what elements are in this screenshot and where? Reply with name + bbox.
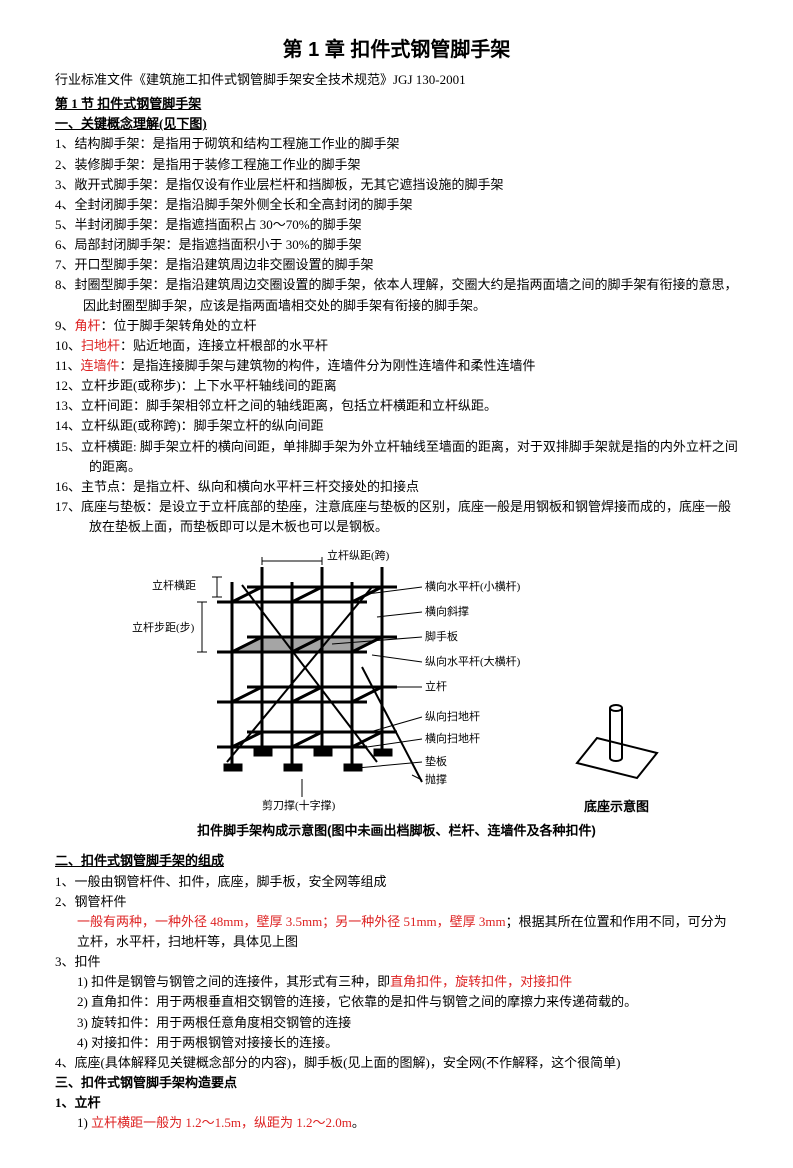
concept-list: 1、结构脚手架：是指用于砌筑和结构工程施工作业的脚手架 2、装修脚手架：是指用于… — [55, 134, 738, 537]
concept-item: 5、半封闭脚手架：是指遮挡面积占 30～70%的脚手架 — [55, 215, 738, 235]
yd1-item: 1) 立杆横距一般为 1.2～1.5m，纵距为 1.2～2.0m。 — [55, 1113, 738, 1133]
concept-item: 8、封圈型脚手架：是指沿建筑周边交圈设置的脚手架，依本人理解，交圈大约是指两面墙… — [55, 275, 738, 315]
fastener-item: 4) 对接扣件：用于两根钢管对接接长的连接。 — [77, 1033, 738, 1053]
yd1-heading: 1、立杆 — [55, 1093, 738, 1113]
term-highlight: 角杆 — [75, 318, 101, 333]
concept-item: 14、立杆纵距(或称跨)：脚手架立杆的纵向间距 — [55, 416, 738, 436]
comp-item: 2、钢管杆件 — [55, 892, 738, 912]
concept-item: 2、装修脚手架：是指用于装修工程施工作业的脚手架 — [55, 155, 738, 175]
fastener-item: 3) 旋转扣件：用于两根任意角度相交钢管的连接 — [77, 1013, 738, 1033]
part-3-heading: 三、扣件式钢管脚手架构造要点 — [55, 1073, 738, 1093]
concept-item: 9、角杆：位于脚手架转角处的立杆 — [55, 316, 738, 336]
label-left-step: 立杆步距(步) — [132, 620, 195, 634]
concept-item: 13、立杆间距：脚手架相邻立杆之间的轴线距离，包括立杆横距和立杆纵距。 — [55, 396, 738, 416]
label-r0: 横向水平杆(小横杆) — [425, 579, 521, 593]
fastener-item: 1) 扣件是钢管与钢管之间的连接件，其形式有三种，即直角扣件，旋转扣件，对接扣件 — [77, 972, 738, 992]
section-1-heading: 第 1 节 扣件式钢管脚手架 — [55, 94, 738, 114]
concept-item: 1、结构脚手架：是指用于砌筑和结构工程施工作业的脚手架 — [55, 134, 738, 154]
label-r1: 横向斜撑 — [425, 604, 469, 618]
concept-item: 17、底座与垫板：是设立于立杆底部的垫座，注意底座与垫板的区别，底座一般是用钢板… — [55, 497, 738, 537]
label-r5: 纵向扫地杆 — [425, 709, 480, 723]
scaffold-diagram: 立杆横距 立杆步距(步) 立杆纵距(跨) 横向水平杆(小横杆) 横向斜撑 脚手板… — [122, 547, 522, 817]
part-2-heading: 二、扣件式钢管脚手架的组成 — [55, 851, 738, 871]
diagram-caption: 扣件脚手架构成示意图(图中未画出档脚板、栏杆、连墙件及各种扣件) — [55, 821, 738, 841]
part-1-heading: 一、关键概念理解(见下图) — [55, 114, 738, 134]
concept-item: 16、主节点：是指立杆、纵向和横向水平杆三杆交接处的扣接点 — [55, 477, 738, 497]
concept-item: 7、开口型脚手架：是指沿建筑周边非交圈设置的脚手架 — [55, 255, 738, 275]
term-highlight: 扫地杆 — [81, 338, 120, 353]
label-top: 立杆纵距(跨) — [327, 548, 390, 562]
concept-item: 3、敞开式脚手架：是指仅设有作业层栏杆和挡脚板，无其它遮挡设施的脚手架 — [55, 175, 738, 195]
comp-item: 1、一般由钢管杆件、扣件，底座，脚手板，安全网等组成 — [55, 872, 738, 892]
label-r8: 抛撑 — [425, 772, 447, 786]
base-diagram-caption: 底座示意图 — [562, 797, 672, 817]
concept-item: 6、局部封闭脚手架：是指遮挡面积小于 30%的脚手架 — [55, 235, 738, 255]
concept-item: 15、立杆横距: 脚手架立杆的横向间距，单排脚手架为外立杆轴线至墙面的距离，对于… — [55, 437, 738, 477]
label-left-top: 立杆横距 — [152, 578, 196, 592]
comp-item: 4、底座(具体解释见关键概念部分的内容)，脚手板(见上面的图解)，安全网(不作解… — [55, 1053, 738, 1073]
highlight-text: 直角扣件，旋转扣件，对接扣件 — [390, 974, 572, 989]
highlight-text: 一般有两种，一种外径 48mm，壁厚 3.5mm；另一种外径 51mm，壁厚 3… — [77, 914, 506, 929]
label-bottom: 剪刀撑(十字撑) — [262, 798, 336, 812]
concept-item: 12、立杆步距(或称步)：上下水平杆轴线间的距离 — [55, 376, 738, 396]
standard-reference: 行业标准文件《建筑施工扣件式钢管脚手架安全技术规范》JGJ 130-2001 — [55, 70, 738, 90]
fastener-list: 1) 扣件是钢管与钢管之间的连接件，其形式有三种，即直角扣件，旋转扣件，对接扣件… — [55, 972, 738, 1053]
label-r3: 纵向水平杆(大横杆) — [425, 654, 521, 668]
highlight-text: 立杆横距一般为 1.2～1.5m，纵距为 1.2～2.0m — [91, 1115, 352, 1130]
label-r2: 脚手板 — [425, 629, 458, 643]
chapter-title: 第 1 章 扣件式钢管脚手架 — [55, 35, 738, 66]
label-r6: 横向扫地杆 — [425, 731, 480, 745]
base-diagram — [562, 683, 672, 793]
fastener-item: 2) 直角扣件：用于两根垂直相交钢管的连接，它依靠的是扣件与钢管之间的摩擦力来传… — [77, 992, 738, 1012]
comp-item: 3、扣件 — [55, 952, 738, 972]
concept-item: 10、扫地杆：贴近地面，连接立杆根部的水平杆 — [55, 336, 738, 356]
concept-item: 4、全封闭脚手架：是指沿脚手架外侧全长和全高封闭的脚手架 — [55, 195, 738, 215]
term-highlight: 连墙件 — [81, 358, 120, 373]
concept-item: 11、连墙件：是指连接脚手架与建筑物的构件，连墙件分为刚性连墙件和柔性连墙件 — [55, 356, 738, 376]
label-r7: 垫板 — [425, 754, 447, 768]
comp-detail: 一般有两种，一种外径 48mm，壁厚 3.5mm；另一种外径 51mm，壁厚 3… — [55, 912, 738, 952]
label-r4: 立杆 — [425, 679, 447, 693]
